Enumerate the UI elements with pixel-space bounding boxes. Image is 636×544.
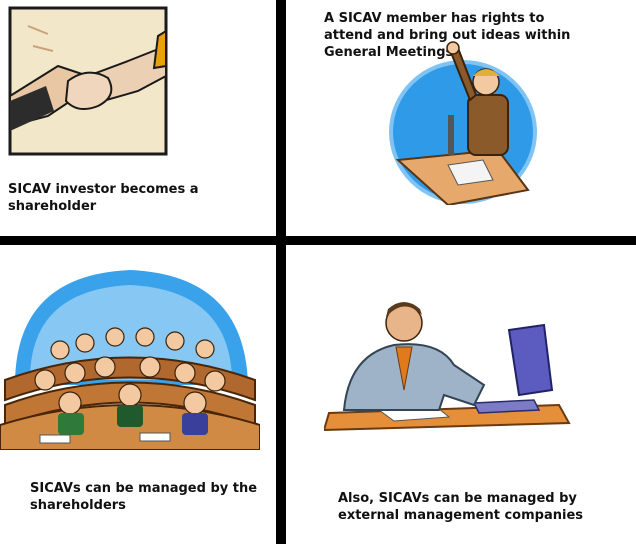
- vertical-divider: [276, 0, 286, 544]
- panel-general-meetings: A SICAV member has rights to attend and …: [286, 0, 636, 236]
- handshake-icon: [8, 6, 168, 156]
- panel-investor-shareholder: SICAV investor becomes a shareholder: [0, 0, 276, 236]
- panel-managed-by-shareholders: SICAVs can be managed by the shareholder…: [0, 245, 276, 544]
- panel-external-management: Also, SICAVs can be managed by external …: [286, 245, 636, 544]
- caption-external-management: Also, SICAVs can be managed by external …: [338, 491, 584, 523]
- meeting-audience-icon: [0, 270, 260, 450]
- caption-managed-by-shareholders: SICAVs can be managed by the shareholder…: [30, 481, 258, 513]
- speaker-at-podium-icon: [389, 41, 537, 205]
- caption-member-rights: A SICAV member has rights to attend and …: [324, 11, 571, 60]
- horizontal-divider: [0, 236, 636, 245]
- businessman-at-computer-icon: [324, 302, 571, 432]
- caption-investor: SICAV investor becomes a shareholder: [8, 182, 199, 214]
